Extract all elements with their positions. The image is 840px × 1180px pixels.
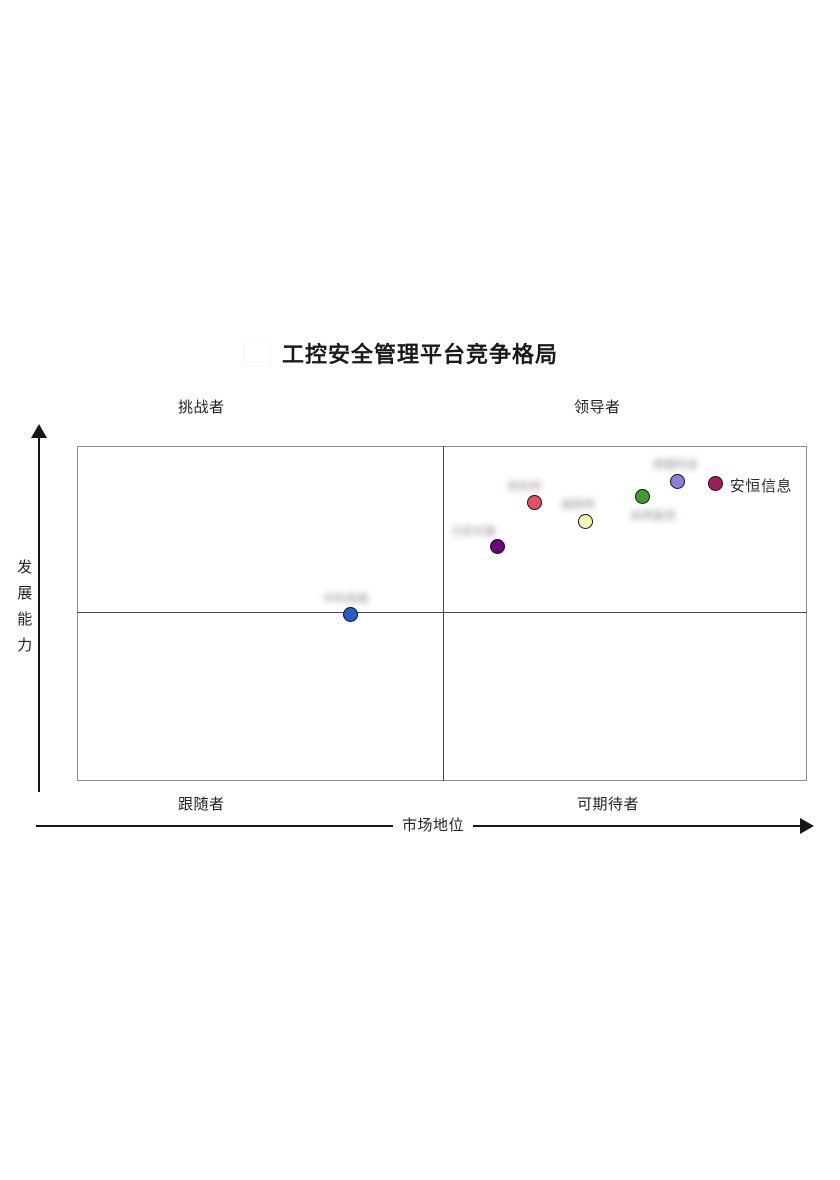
quadrant-label-promising: 可期待者 (577, 796, 640, 813)
point-label: 威努特 (561, 499, 596, 512)
data-point-marker[interactable] (527, 495, 543, 511)
y-axis-title: 发展能力 (14, 555, 36, 659)
point-label: 中科网威 (323, 592, 369, 605)
y-axis-title-char: 展 (17, 585, 33, 602)
x-axis-arrow-icon (800, 818, 814, 834)
y-axis-title-char: 力 (17, 637, 33, 654)
quadrant-label-follower: 跟随者 (178, 796, 225, 813)
y-axis-title-char: 发 (17, 559, 33, 576)
x-axis-title: 市场地位 (393, 814, 474, 835)
quadrant-divider-vertical (443, 446, 445, 781)
point-label: 和利时 (507, 480, 542, 493)
quadrant-label-challenger: 挑战者 (178, 399, 225, 416)
point-label: 启明星辰 (630, 509, 677, 522)
point-label: 力控华康 (450, 525, 497, 538)
quadrant-label-leader: 领导者 (574, 399, 621, 416)
point-label: 绿盟科技 (652, 458, 699, 471)
data-point-marker[interactable] (342, 607, 358, 623)
data-point-marker[interactable] (577, 513, 593, 529)
data-point-marker[interactable] (635, 489, 651, 505)
title-artifact (243, 342, 271, 366)
chart-title: 工控安全管理平台竞争格局 (281, 342, 558, 367)
y-axis-title-char: 能 (17, 611, 33, 628)
data-point-marker[interactable] (670, 474, 686, 490)
y-axis-arrow-icon (31, 424, 47, 438)
data-point-marker[interactable] (489, 539, 505, 555)
data-point-marker[interactable] (708, 476, 724, 492)
plot-frame (77, 446, 807, 781)
point-label: 安恒信息 (729, 477, 793, 495)
y-axis-line (38, 436, 41, 792)
quadrant-divider-horizontal (77, 612, 807, 614)
